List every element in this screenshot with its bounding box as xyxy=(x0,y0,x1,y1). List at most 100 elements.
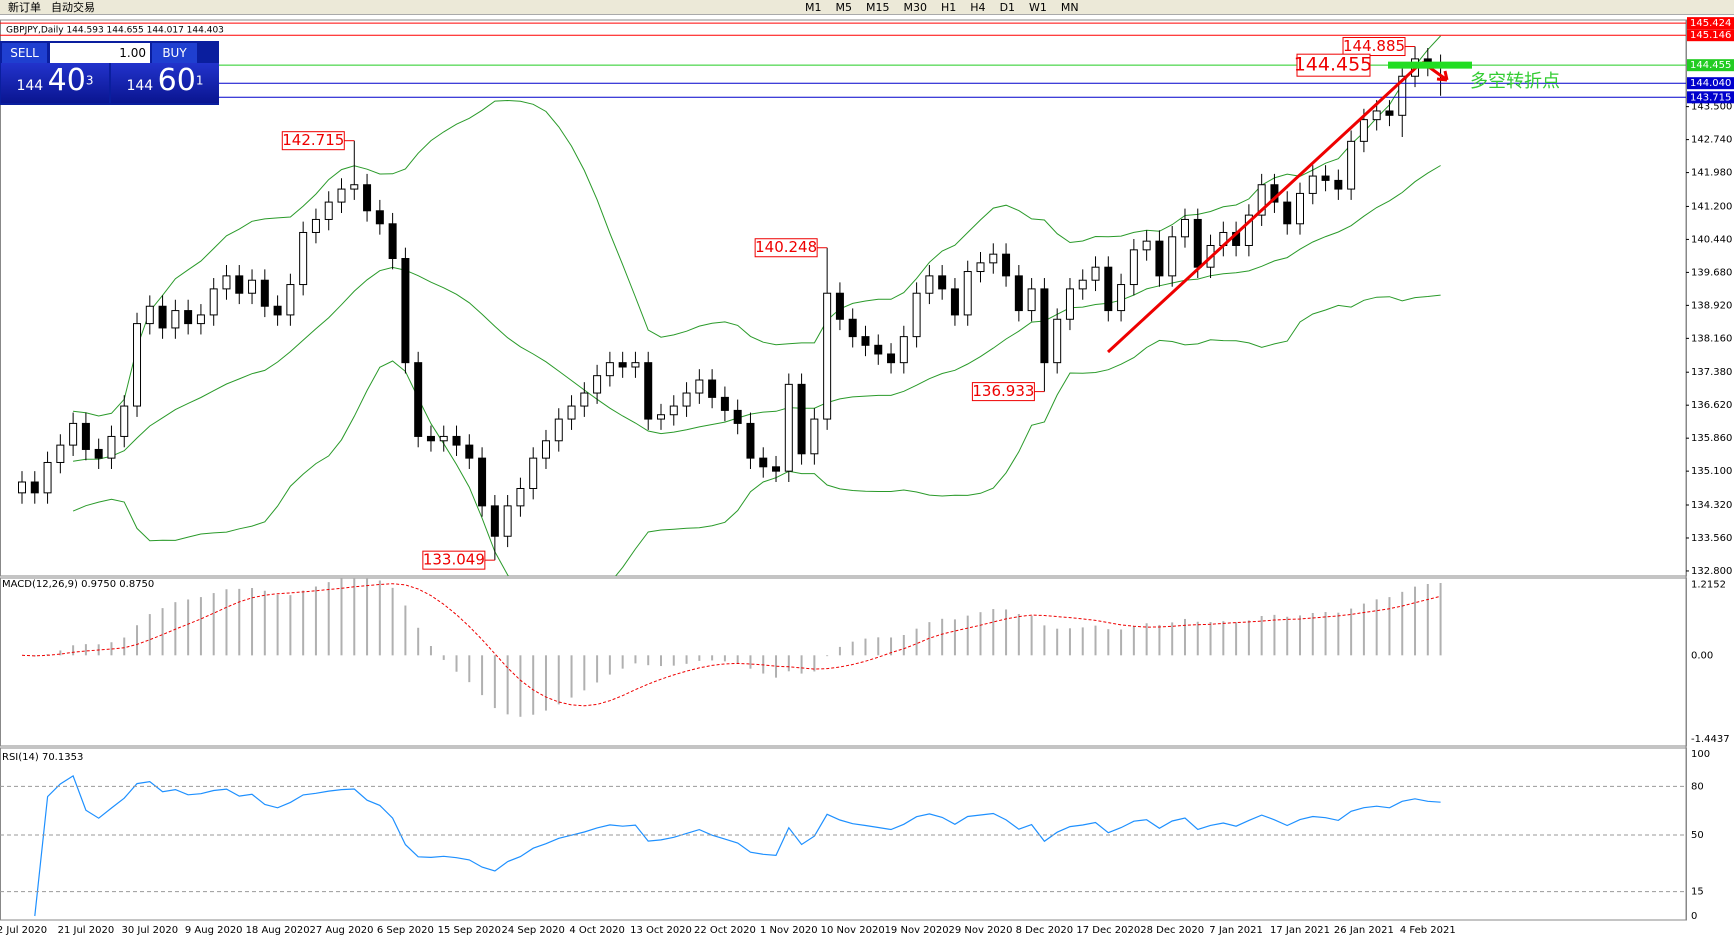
panel-frame xyxy=(0,747,1687,921)
rsi-plot xyxy=(34,774,1441,917)
x-tick-label: 1 Nov 2020 xyxy=(760,925,818,936)
buy-price[interactable]: 144 601 xyxy=(111,63,219,103)
price-line-label: 144.455 xyxy=(1690,60,1731,71)
timeframe-button[interactable]: M15 xyxy=(866,0,890,14)
annotation-label: 144.885 xyxy=(1343,37,1405,55)
timeframe-button[interactable]: H4 xyxy=(970,0,986,14)
price-line-label: 145.146 xyxy=(1690,30,1731,41)
x-tick-label: 17 Jan 2021 xyxy=(1270,925,1330,936)
timeframe-button[interactable]: M30 xyxy=(903,0,928,14)
annotation-box xyxy=(1296,53,1371,77)
candle-body xyxy=(350,184,359,190)
candle-body xyxy=(1359,119,1368,142)
panel-frame xyxy=(0,577,1687,747)
candle-body xyxy=(1091,266,1100,281)
price-line-box xyxy=(1687,91,1734,104)
y-tick-label: 138.160 xyxy=(1691,333,1732,344)
macd-tick-label: 1.2152 xyxy=(1691,580,1726,591)
y-tick-label: 141.200 xyxy=(1691,201,1732,212)
candle-body xyxy=(1372,110,1381,121)
rsi-tick-label: 50 xyxy=(1691,830,1704,841)
timeframe-button[interactable]: W1 xyxy=(1029,0,1047,14)
candle-body xyxy=(1104,266,1113,312)
timeframe-button[interactable]: M1 xyxy=(805,0,822,14)
candle-body xyxy=(925,275,934,294)
candle-body xyxy=(1193,218,1202,268)
x-tick-label: 6 Sep 2020 xyxy=(377,925,434,936)
sell-price[interactable]: 144 403 xyxy=(1,63,109,103)
x-tick-label: 29 Nov 2020 xyxy=(948,925,1012,936)
timeframe-button[interactable]: H1 xyxy=(941,0,957,14)
volume-input[interactable]: 1.00 xyxy=(50,43,150,63)
candle-body xyxy=(1257,184,1266,216)
candle-body xyxy=(1142,240,1151,251)
candle-body xyxy=(759,457,768,468)
y-tick-label: 137.380 xyxy=(1691,367,1732,378)
y-tick-label: 138.920 xyxy=(1691,300,1732,311)
candle-body xyxy=(1244,214,1253,246)
candle-body xyxy=(720,396,729,411)
price-plot xyxy=(18,35,1445,576)
rsi-label: RSI(14) 70.1353 xyxy=(2,752,83,763)
price-small: 3 xyxy=(85,73,94,88)
candle-body xyxy=(94,448,103,459)
candle-body xyxy=(1168,236,1177,277)
price-main: 60 xyxy=(157,63,196,98)
x-tick-label: 28 Dec 2020 xyxy=(1140,925,1204,936)
candle-body xyxy=(299,231,308,286)
candle-body xyxy=(401,258,410,364)
price-line-label: 145.424 xyxy=(1690,18,1731,29)
candle-body xyxy=(810,418,819,455)
annotation-label: 140.248 xyxy=(755,238,817,256)
rsi-tick-label: 100 xyxy=(1691,749,1710,760)
y-tick-label: 142.740 xyxy=(1691,135,1732,146)
candle-body xyxy=(823,292,832,420)
timeframe-button[interactable]: M5 xyxy=(835,0,853,14)
x-tick-label: 13 Oct 2020 xyxy=(630,925,692,936)
toolbar-button[interactable]: 新订单 xyxy=(8,1,41,14)
timeframe-button[interactable]: MN xyxy=(1060,0,1079,14)
candle-body xyxy=(18,481,26,494)
y-tick-label: 135.860 xyxy=(1691,433,1732,444)
candle-body xyxy=(158,305,167,329)
candle-body xyxy=(503,505,512,537)
annotation-label: 136.933 xyxy=(972,382,1034,400)
bollinger-band xyxy=(73,35,1441,417)
sell-button[interactable]: SELL xyxy=(2,43,47,63)
annotation-box xyxy=(422,550,486,570)
candle-body xyxy=(708,379,717,398)
rsi-tick-label: 80 xyxy=(1691,781,1704,792)
candle-body xyxy=(848,318,857,338)
x-tick-label: 30 Jul 2020 xyxy=(121,925,178,936)
candle-body xyxy=(835,292,844,320)
candle-body xyxy=(580,392,589,407)
candle-body xyxy=(976,262,985,273)
candle-body xyxy=(644,362,653,420)
x-tick-label: 9 Aug 2020 xyxy=(185,925,243,936)
macd-tick-label: 0.00 xyxy=(1691,650,1713,661)
buy-button[interactable]: BUY xyxy=(152,43,197,63)
annotation-label: 133.049 xyxy=(423,551,485,569)
candle-body xyxy=(324,201,333,220)
price-main: 40 xyxy=(47,63,86,98)
candle-body xyxy=(426,435,435,442)
candle-body xyxy=(989,253,998,264)
candle-body xyxy=(695,379,704,394)
x-tick-label: 27 Aug 2020 xyxy=(309,925,373,936)
candle-body xyxy=(248,279,257,294)
candle-body xyxy=(963,271,972,316)
trade-panel: SELL 1.00 BUY 144 403 144 601 xyxy=(0,41,219,105)
annotation-box xyxy=(281,131,345,151)
toolbar-button[interactable]: 自动交易 xyxy=(51,1,95,14)
price-line-box xyxy=(1687,59,1734,72)
annotation-box xyxy=(754,238,818,258)
candle-body xyxy=(912,292,921,338)
candle-body xyxy=(1117,284,1126,312)
candle-body xyxy=(363,184,372,212)
candle-body xyxy=(631,362,640,368)
bollinger-band xyxy=(72,294,1441,576)
timeframe-button[interactable]: D1 xyxy=(999,0,1016,14)
note: 多空转折点 xyxy=(1470,71,1560,92)
y-tick-label: 139.680 xyxy=(1691,267,1732,278)
